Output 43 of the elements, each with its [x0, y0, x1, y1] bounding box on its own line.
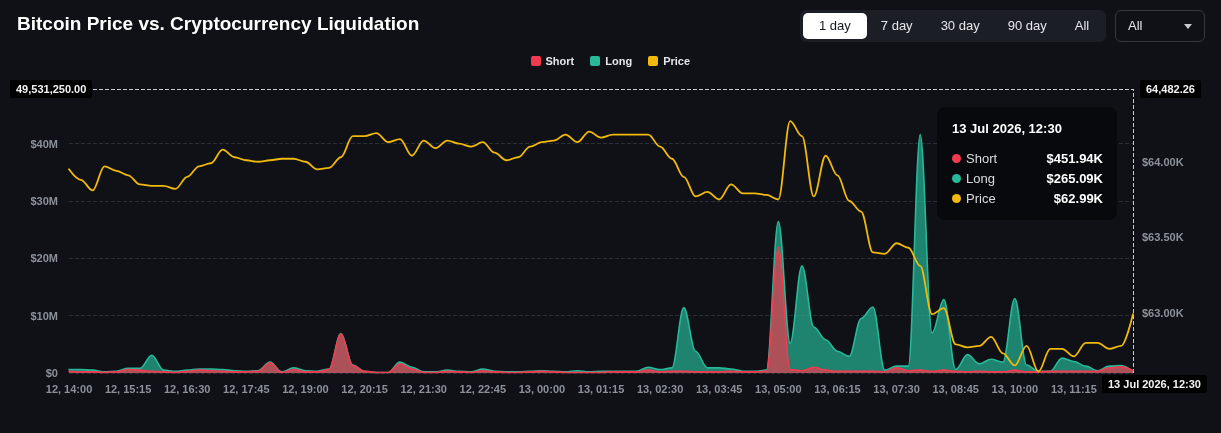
- legend-label: Short: [966, 150, 999, 166]
- x-tick-label: 12, 19:00: [282, 382, 329, 395]
- annotation: 13 Jul 2026, 12:30: [952, 121, 1063, 136]
- x-tick-label: 13, 05:00: [755, 382, 802, 395]
- y-tick-label: $20M: [30, 252, 58, 265]
- legend-label: Price: [966, 190, 997, 206]
- text: Price: [663, 55, 691, 67]
- annotation: $62.99K: [1053, 190, 1103, 206]
- legend-label: Long: [966, 170, 996, 186]
- annotation: $451.94K: [1046, 150, 1103, 166]
- x-tick-label: 13, 11:15: [1050, 382, 1097, 395]
- range-button: 1 day: [803, 13, 867, 39]
- chart-title: Bitcoin Price vs. Cryptocurrency Liquidation: [17, 13, 420, 34]
- x-tick-label: 13, 07:30: [873, 382, 920, 395]
- x-tick-label: 13, 06:15: [814, 382, 861, 395]
- y2-tick-label: $63.50K: [1142, 231, 1184, 244]
- text: Short: [545, 55, 575, 67]
- x-tick-label: 12, 21:30: [400, 382, 447, 395]
- x-tick-label: 12, 17:45: [223, 382, 270, 395]
- x-tick-label: 12, 22:45: [459, 382, 507, 395]
- x-tick-label: 12, 16:30: [163, 382, 211, 395]
- x-tick-label: 12, 14:00: [45, 382, 93, 395]
- y-tick-label: $40M: [30, 137, 58, 150]
- x-tick-label: 13, 01:15: [577, 382, 625, 395]
- x-tick-label: 13, 02:30: [636, 382, 684, 395]
- text: Long: [605, 55, 633, 67]
- x-tick-label: 13, 08:45: [932, 382, 979, 395]
- y-tick-label: $10M: [30, 309, 58, 322]
- y2-tick-label: $63.00K: [1142, 306, 1184, 319]
- y2-tick-label: $64.00K: [1142, 155, 1184, 168]
- annotation: 64,482.26: [1140, 80, 1201, 98]
- y-tick-label: $0: [45, 367, 58, 379]
- x-tick-label: 12, 15:15: [104, 382, 152, 395]
- x-tick-label: 13, 00:00: [518, 382, 566, 395]
- annotation: $265.09K: [1046, 170, 1103, 186]
- range-tabs: 1 day 7 day 30 day 90 day All: [800, 10, 1107, 42]
- x-tick-label: 13, 03:45: [695, 382, 743, 395]
- dropdown: All: [1115, 10, 1205, 42]
- x-tick-label: 12, 20:15: [341, 382, 388, 395]
- y-tick-label: $30M: [30, 194, 58, 207]
- ref-line-label: 49,531,250.00: [10, 80, 93, 98]
- ref-line-label: 13 Jul 2026, 12:30: [1102, 375, 1207, 393]
- x-tick-label: 13, 10:00: [991, 382, 1039, 395]
